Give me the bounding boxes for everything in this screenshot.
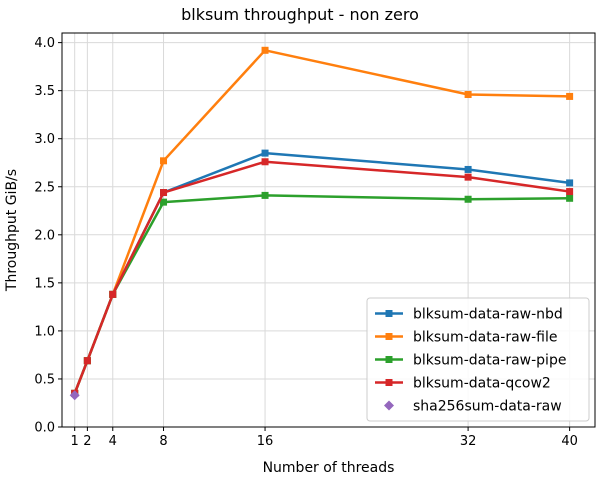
series-sha256sum-data-raw: [69, 390, 80, 401]
legend-swatch-marker: [385, 356, 393, 363]
legend-label: blksum-data-qcow2: [413, 376, 551, 392]
y-tick-label: 0.5: [34, 372, 55, 387]
data-point: [160, 198, 168, 206]
x-axis-label: Number of threads: [263, 460, 395, 476]
y-tick-label: 2.0: [34, 228, 55, 243]
x-tick-label: 1: [71, 434, 79, 449]
data-point: [160, 189, 168, 197]
x-tick-label: 32: [460, 434, 477, 449]
legend-swatch-marker: [385, 379, 393, 386]
series-layer: [69, 46, 574, 401]
y-tick-label: 2.5: [34, 180, 55, 195]
data-point: [261, 158, 269, 166]
x-tick-label: 8: [159, 434, 167, 449]
data-point: [69, 390, 80, 401]
chart-title: blksum throughput - non zero: [181, 5, 419, 24]
legend-item: blksum-data-qcow2: [375, 376, 551, 392]
x-tick-label: 40: [561, 434, 578, 449]
y-tick-label: 4.0: [34, 36, 55, 51]
data-point: [261, 46, 269, 54]
data-point: [109, 290, 117, 298]
legend-swatch-marker: [385, 333, 393, 340]
y-tick-label: 3.5: [34, 84, 55, 99]
x-tick-label: 16: [257, 434, 274, 449]
legend-label: blksum-data-raw-file: [413, 330, 557, 346]
y-tick-label: 1.0: [34, 324, 55, 339]
legend-swatch-marker: [384, 400, 394, 411]
legend-item: blksum-data-raw-nbd: [375, 307, 563, 323]
data-point: [83, 357, 91, 365]
data-point: [261, 191, 269, 199]
data-point: [160, 157, 168, 165]
legend-label: blksum-data-raw-nbd: [413, 307, 563, 323]
y-tick-label: 0.0: [34, 421, 55, 436]
legend-item: blksum-data-raw-file: [375, 330, 557, 346]
y-tick-label: 3.0: [34, 132, 55, 147]
axes: 1 2 4 8 16 32 40 0.0 0.5 1.0 1.5 2.0 2.5 3.0 3.5 4.0: [34, 36, 578, 449]
data-point: [464, 91, 472, 99]
data-point: [464, 173, 472, 181]
y-axis-label: Throughput GiB/s: [4, 169, 20, 292]
legend-box: [366, 297, 590, 422]
legend-item: sha256sum-data-raw: [384, 399, 562, 415]
data-point: [566, 194, 574, 202]
data-point: [566, 92, 574, 100]
y-tick-label: 1.5: [34, 276, 55, 291]
data-point: [261, 149, 269, 157]
legend: blksum-data-raw-nbd blksum-data-raw-file b…: [366, 297, 590, 422]
plot-frame: [61, 32, 596, 428]
legend-label: blksum-data-raw-pipe: [413, 353, 566, 369]
x-tick-label: 2: [83, 434, 91, 449]
data-point: [566, 188, 574, 196]
x-tick-label: 4: [109, 434, 117, 449]
data-point: [464, 165, 472, 173]
data-point: [464, 195, 472, 203]
legend-item: blksum-data-raw-pipe: [375, 353, 566, 369]
legend-label: sha256sum-data-raw: [413, 399, 562, 415]
data-point: [566, 179, 574, 187]
legend-swatch-marker: [385, 310, 393, 317]
